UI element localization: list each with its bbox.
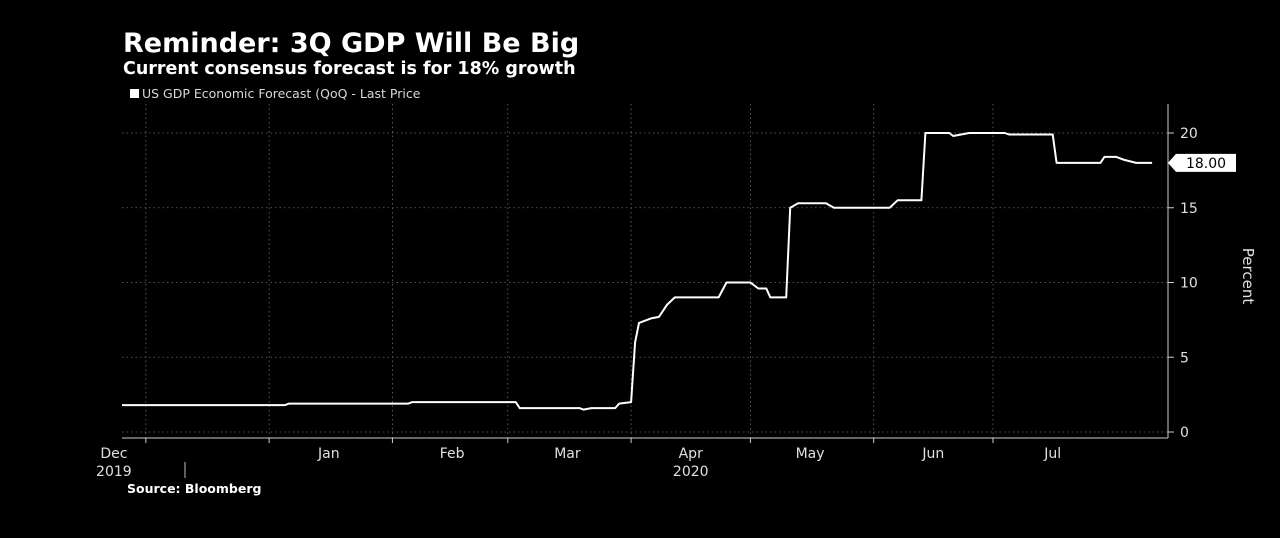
x-tick-label: Jul [1043,446,1061,462]
last-value-callout: 18.00 [1168,153,1236,172]
series-line-0 [122,132,1153,411]
legend-label: US GDP Economic Forecast (QoQ - Last Pri… [142,86,421,101]
x-tick-label: Dec [100,446,127,462]
last-value-box [1168,153,1236,172]
legend-swatch [130,89,139,98]
source-label: Source: Bloomberg [127,481,261,496]
y-tick-label: 15 [1180,201,1198,217]
series-group [122,132,1153,411]
x-tick-label: Mar [554,446,581,462]
x-tick-label: Apr [679,446,703,462]
y-tick-label: 0 [1180,425,1189,441]
x-tick-label: May [796,446,825,462]
grid [122,104,1168,438]
y-tick-label: 5 [1180,350,1189,366]
x-tick-label: Feb [440,446,465,462]
y-tick-label: 10 [1180,276,1198,292]
y-axis-label: Percent [1239,248,1257,305]
x-tick-label: Jan [317,446,340,462]
x-year-label: 2019 [96,464,132,480]
y-tick-label: 20 [1180,126,1198,142]
x-tick-label: Jun [921,446,944,462]
chart-subtitle: Current consensus forecast is for 18% gr… [123,59,576,79]
chart-title: Reminder: 3Q GDP Will Be Big [123,28,579,59]
last-value-label: 18.00 [1186,156,1226,172]
x-year-label: 2020 [673,464,709,480]
tick-labels: 0 5 10 15 20 Dec Jan Feb Mar Apr May Jun Jul 2019 2020… [96,126,1236,480]
axes [122,104,1174,478]
